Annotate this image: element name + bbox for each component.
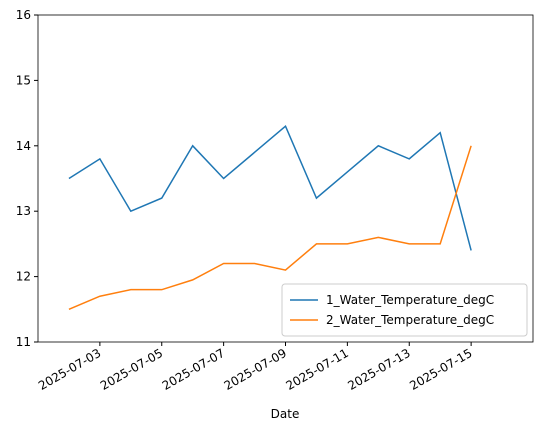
series-line xyxy=(68,145,472,310)
x-tick-label: 2025-07-11 xyxy=(283,346,350,393)
y-tick-label: 12 xyxy=(16,270,31,284)
legend-label: 1_Water_Temperature_degC xyxy=(326,293,494,307)
y-tick-label: 11 xyxy=(16,335,31,349)
x-tick-label: 2025-07-05 xyxy=(98,346,165,393)
legend-box xyxy=(281,283,528,337)
plot-frame xyxy=(37,14,534,343)
x-tick-label: 2025-07-13 xyxy=(345,346,412,393)
legend-label: 2_Water_Temperature_degC xyxy=(326,313,494,327)
x-tick-label: 2025-07-03 xyxy=(36,346,103,393)
y-tick-label: 15 xyxy=(16,73,31,87)
x-axis-label: Date xyxy=(271,407,300,421)
y-tick-label: 13 xyxy=(16,204,31,218)
y-tick-label: 14 xyxy=(16,139,31,153)
x-tick-label: 2025-07-07 xyxy=(160,346,227,393)
x-tick-label: 2025-07-09 xyxy=(222,346,289,393)
legend: 1_Water_Temperature_degC 2_Water_Temperat… xyxy=(281,283,528,337)
series-line xyxy=(68,124,472,251)
y-tick-label: 16 xyxy=(16,8,31,22)
x-tick-label: 2025-07-15 xyxy=(407,346,474,393)
